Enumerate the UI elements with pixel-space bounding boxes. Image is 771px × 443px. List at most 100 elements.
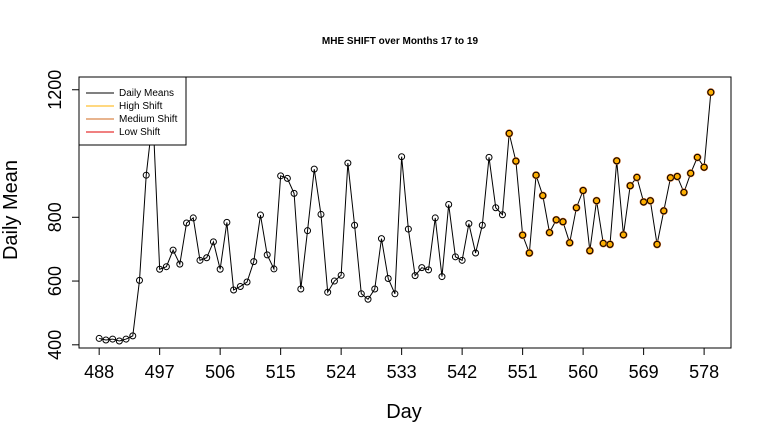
data-point [498, 211, 506, 219]
data-point [687, 169, 695, 177]
data-point [109, 335, 117, 343]
x-tick-label: 515 [266, 362, 296, 382]
data-point [209, 238, 217, 246]
data-point [169, 246, 177, 254]
x-tick-label: 560 [568, 362, 598, 382]
data-point [95, 334, 103, 342]
y-tick-label: 1200 [45, 70, 65, 110]
legend-label-daily-means: Daily Means [119, 88, 174, 99]
data-point [485, 153, 493, 161]
data-point [572, 204, 580, 212]
data-point [310, 165, 318, 173]
data-point [606, 240, 614, 248]
data-point [122, 335, 130, 343]
legend-label-high-shift: High Shift [119, 101, 163, 112]
data-point [344, 159, 352, 167]
data-point [472, 249, 480, 257]
data-point [404, 225, 412, 233]
data-point [223, 218, 231, 226]
data-point [256, 211, 264, 219]
legend-label-medium-shift: Medium Shift [119, 114, 178, 125]
data-point [162, 263, 170, 271]
x-axis: 488 497 506 515 524 533 542 551 560 569 578 [84, 347, 719, 382]
x-tick-label: 524 [326, 362, 356, 382]
x-tick-label: 506 [205, 362, 235, 382]
data-point [586, 247, 594, 255]
data-point [216, 265, 224, 273]
y-tick-label: 800 [45, 202, 65, 232]
x-tick-label: 551 [508, 362, 538, 382]
data-point [431, 214, 439, 222]
data-point [364, 295, 372, 303]
data-point [465, 220, 473, 228]
y-tick-label: 400 [45, 330, 65, 360]
data-point [613, 157, 621, 165]
data-point [129, 332, 137, 340]
data-point [142, 171, 150, 179]
data-point [236, 282, 244, 290]
data-point [626, 182, 634, 190]
y-axis-title: Daily Mean [0, 160, 22, 260]
data-point [371, 285, 379, 293]
data-point [176, 260, 184, 268]
x-axis-title: Day [386, 401, 422, 423]
data-point [283, 174, 291, 182]
data-point [505, 129, 513, 137]
data-point [451, 253, 459, 261]
data-point [478, 221, 486, 229]
data-point [458, 256, 466, 264]
x-tick-label: 497 [145, 362, 175, 382]
data-point [552, 216, 560, 224]
x-tick-label: 569 [629, 362, 659, 382]
series-layer [95, 88, 715, 345]
data-point [512, 157, 520, 165]
x-tick-label: 542 [447, 362, 477, 382]
data-point [196, 256, 204, 264]
data-point [539, 192, 547, 200]
data-point [653, 240, 661, 248]
data-point [566, 239, 574, 247]
data-point [203, 254, 211, 262]
data-point [492, 204, 500, 212]
data-point [532, 171, 540, 179]
data-point [391, 290, 399, 298]
x-tick-label: 533 [387, 362, 417, 382]
data-point [398, 153, 406, 161]
data-point [297, 285, 305, 293]
data-point [411, 272, 419, 280]
data-point [438, 273, 446, 281]
data-point [183, 219, 191, 227]
data-point [317, 210, 325, 218]
x-tick-label: 578 [689, 362, 719, 382]
data-point [707, 88, 715, 96]
data-point [243, 278, 251, 286]
x-tick-label: 488 [84, 362, 114, 382]
data-point [559, 218, 567, 226]
data-point [680, 188, 688, 196]
data-point [324, 288, 332, 296]
data-point [304, 227, 312, 235]
data-point [189, 214, 197, 222]
data-point [693, 153, 701, 161]
data-point [525, 249, 533, 257]
data-point [579, 187, 587, 195]
data-point [270, 265, 278, 273]
data-point [337, 271, 345, 279]
y-tick-label: 600 [45, 266, 65, 296]
data-point [351, 221, 359, 229]
data-point [250, 258, 258, 266]
data-point [263, 251, 271, 259]
data-point [277, 172, 285, 180]
data-point [593, 197, 601, 205]
data-point [519, 231, 527, 239]
data-point [230, 286, 238, 294]
data-point [135, 276, 143, 284]
data-point [425, 266, 433, 274]
data-point [445, 201, 453, 209]
data-point [156, 265, 164, 273]
data-point [290, 189, 298, 197]
data-point [619, 231, 627, 239]
legend-label-low-shift: Low Shift [119, 127, 160, 138]
y-axis: 400 600 800 1200 [45, 70, 80, 360]
